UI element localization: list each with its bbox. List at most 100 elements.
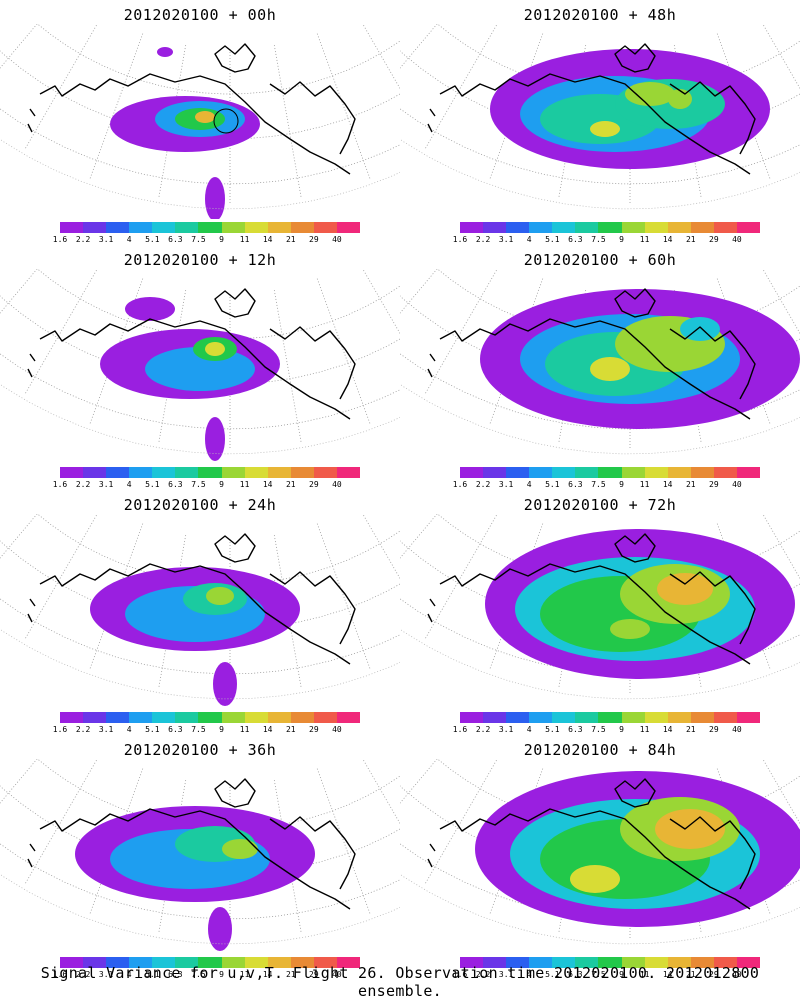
- colorbar-tick-label: 14: [262, 970, 273, 979]
- colorbar-swatch: [644, 712, 668, 723]
- colorbar-tick-label: 21: [285, 480, 296, 489]
- colorbar-tick-label: 7.5: [591, 480, 606, 489]
- colorbar-tick-label: 1.6: [52, 480, 68, 489]
- map-panel: 2012020100 + 00h 1.6 2.2 3.1 4 5.1 6.3 7.5 9 11 1…: [0, 0, 400, 245]
- panel-title: 2012020100 + 60h: [523, 251, 677, 269]
- colorbar-tick-label: 7.5: [191, 725, 206, 734]
- colorbar-swatch: [336, 467, 361, 478]
- colorbar-tick-label: 1.6: [52, 235, 68, 244]
- colorbar-ticks: 1.6 2.2 3.1 4 5.1 6.3 7.5 9 11 14 21 29 40: [453, 968, 760, 980]
- colorbar-tick-label: 9: [219, 235, 224, 244]
- colorbar-tick-label: 5.1: [145, 235, 160, 244]
- colorbar-ticks: 1.6 2.2 3.1 4 5.1 6.3 7.5 9 11 14 21 29 40: [53, 233, 360, 245]
- colorbar-swatch: [460, 712, 484, 723]
- colorbar-swatch: [313, 712, 337, 723]
- colorbar-tick-label: 40: [732, 480, 742, 489]
- map: [0, 269, 400, 461]
- colorbar-swatch: [621, 467, 645, 478]
- colorbar-swatch: [667, 467, 691, 478]
- colorbar-swatch: [690, 712, 714, 723]
- colorbar-tick-label: 9: [619, 970, 624, 979]
- colorbar-swatch: [552, 712, 576, 723]
- colorbar-tick-label: 29: [709, 235, 719, 244]
- colorbar-swatch: [575, 957, 599, 968]
- colorbar-swatch: [106, 712, 130, 723]
- colorbar-tick-label: 14: [262, 725, 273, 734]
- colorbar-swatch: [736, 712, 761, 723]
- colorbar-swatch: [175, 957, 199, 968]
- colorbar-tick-label: 21: [685, 480, 696, 489]
- map-panel: 2012020100 + 48h 1.6 2.2 3.1 4 5.1 6.3 7.5 9 11 1…: [400, 0, 800, 245]
- panel-title: 2012020100 + 00h: [123, 6, 277, 24]
- colorbar-tick-label: 4: [126, 725, 132, 734]
- colorbar-swatch: [575, 467, 599, 478]
- colorbar-tick-label: 5.1: [145, 725, 160, 734]
- colorbar-tick-label: 7.5: [591, 725, 606, 734]
- colorbar-tick-label: 5.1: [545, 480, 560, 489]
- colorbar-tick-label: 2.2: [75, 480, 91, 489]
- panel-title: 2012020100 + 48h: [523, 6, 677, 24]
- colorbar-swatches: [460, 222, 761, 233]
- colorbar: 1.6 2.2 3.1 4 5.1 6.3 7.5 9 11 14 21 29 40: [453, 712, 761, 735]
- map: [0, 759, 400, 951]
- colorbar-swatch: [106, 222, 130, 233]
- colorbar-swatch: [60, 957, 84, 968]
- colorbar-swatch: [598, 467, 622, 478]
- colorbar-tick-label: 2.2: [75, 970, 91, 979]
- colorbar-tick-label: 1.6: [452, 725, 468, 734]
- panel-title: 2012020100 + 36h: [123, 741, 277, 759]
- colorbar-tick-label: 14: [662, 970, 673, 979]
- colorbar-tick-label: 11: [639, 970, 650, 979]
- colorbar-swatch: [667, 957, 691, 968]
- colorbar-tick-label: 9: [619, 235, 624, 244]
- colorbar-tick-label: 29: [309, 235, 319, 244]
- colorbar-ticks: 1.6 2.2 3.1 4 5.1 6.3 7.5 9 11 14 21 29 40: [453, 233, 760, 245]
- colorbar-swatch: [152, 712, 176, 723]
- colorbar-swatch: [198, 467, 222, 478]
- colorbar-tick-label: 4: [526, 480, 532, 489]
- colorbar-swatch: [244, 222, 268, 233]
- colorbar-tick-label: 29: [709, 480, 719, 489]
- panel-title: 2012020100 + 84h: [523, 741, 677, 759]
- colorbar-tick-label: 40: [332, 480, 342, 489]
- colorbar: 1.6 2.2 3.1 4 5.1 6.3 7.5 9 11 14 21 29 40: [53, 712, 361, 735]
- colorbar-tick-label: 40: [732, 725, 742, 734]
- colorbar-tick-label: 7.5: [191, 480, 206, 489]
- colorbar-tick-label: 9: [219, 725, 224, 734]
- colorbar-swatch: [198, 712, 222, 723]
- colorbar-swatch: [198, 222, 222, 233]
- colorbar-swatch: [290, 712, 314, 723]
- colorbar-tick-label: 11: [239, 970, 250, 979]
- colorbar-swatch: [221, 222, 245, 233]
- colorbar-tick-label: 1.6: [452, 480, 468, 489]
- colorbar-swatches: [60, 467, 361, 478]
- colorbar-swatch: [483, 222, 507, 233]
- colorbar-tick-label: 3.1: [498, 480, 514, 489]
- colorbar-tick-label: 29: [709, 725, 719, 734]
- colorbar: 1.6 2.2 3.1 4 5.1 6.3 7.5 9 11 14 21 29 40: [53, 957, 361, 980]
- colorbar-tick-label: 1.6: [452, 235, 468, 244]
- colorbar-swatch: [290, 957, 314, 968]
- colorbar-ticks: 1.6 2.2 3.1 4 5.1 6.3 7.5 9 11 14 21 29 40: [53, 723, 360, 735]
- colorbar-swatch: [552, 467, 576, 478]
- colorbar-tick-label: 21: [285, 725, 296, 734]
- panel-title: 2012020100 + 24h: [123, 496, 277, 514]
- colorbar-swatch: [336, 957, 361, 968]
- colorbar-swatch: [713, 467, 737, 478]
- colorbar-tick-label: 2.2: [475, 235, 491, 244]
- colorbar-swatch: [106, 957, 130, 968]
- colorbar-tick-label: 14: [262, 235, 273, 244]
- colorbar-swatch: [713, 222, 737, 233]
- colorbar-tick-label: 3.1: [498, 725, 514, 734]
- colorbar-tick-label: 1.6: [52, 725, 68, 734]
- map: [0, 514, 400, 706]
- colorbar-swatch: [713, 712, 737, 723]
- colorbar: 1.6 2.2 3.1 4 5.1 6.3 7.5 9 11 14 21 29 40: [453, 222, 761, 245]
- colorbar-tick-label: 7.5: [591, 235, 606, 244]
- colorbar-tick-label: 21: [685, 970, 696, 979]
- colorbar-swatch: [152, 467, 176, 478]
- colorbar-tick-label: 3.1: [98, 235, 114, 244]
- colorbar-swatch: [690, 222, 714, 233]
- colorbar-tick-label: 6.3: [568, 970, 583, 979]
